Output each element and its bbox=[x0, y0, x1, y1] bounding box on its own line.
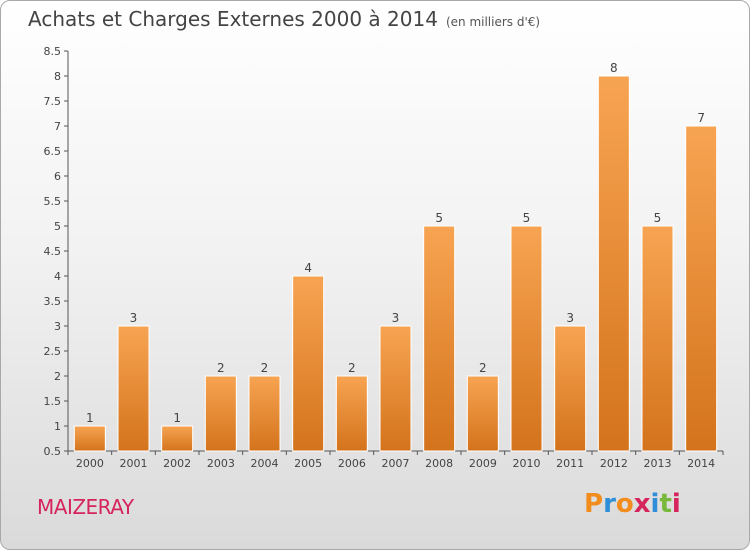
data-label-2012: 8 bbox=[610, 61, 618, 75]
data-label-2005: 4 bbox=[304, 261, 312, 275]
y-tick-label: 2.5 bbox=[44, 345, 62, 358]
y-tick-label: 6.5 bbox=[44, 145, 62, 158]
y-tick-label: 1 bbox=[54, 420, 61, 433]
y-tick-label: 0.5 bbox=[44, 445, 62, 458]
data-label-2002: 1 bbox=[173, 411, 181, 425]
bar-2001 bbox=[117, 325, 150, 452]
brand-letter: i bbox=[650, 489, 660, 519]
bar-2013 bbox=[641, 225, 674, 452]
data-label-2010: 5 bbox=[523, 211, 531, 225]
data-label-2000: 1 bbox=[86, 411, 94, 425]
chart-title-text: Achats et Charges Externes 2000 à 2014 bbox=[28, 7, 438, 31]
x-tick-label-2008: 2008 bbox=[425, 457, 453, 470]
bar-2009 bbox=[466, 375, 499, 452]
x-tick-label-2007: 2007 bbox=[382, 457, 410, 470]
y-tick-label: 3 bbox=[54, 320, 61, 333]
y-tick-label: 8 bbox=[54, 70, 61, 83]
data-label-2009: 2 bbox=[479, 361, 487, 375]
data-label-2006: 2 bbox=[348, 361, 356, 375]
y-tick-label: 4.5 bbox=[44, 245, 62, 258]
brand-letter: t bbox=[659, 489, 672, 519]
data-label-2003: 2 bbox=[217, 361, 225, 375]
y-tick-label: 7.5 bbox=[44, 95, 62, 108]
x-tick-label-2002: 2002 bbox=[163, 457, 191, 470]
y-tick-label: 2 bbox=[54, 370, 61, 383]
data-label-2008: 5 bbox=[435, 211, 443, 225]
data-label-2007: 3 bbox=[392, 311, 400, 325]
x-tick-label-2009: 2009 bbox=[469, 457, 497, 470]
bar-2000 bbox=[73, 425, 106, 452]
data-label-2013: 5 bbox=[654, 211, 662, 225]
bar-2005 bbox=[292, 275, 325, 452]
bar-2003 bbox=[204, 375, 237, 452]
chart-title: Achats et Charges Externes 2000 à 2014 (e… bbox=[28, 7, 540, 31]
x-tick-label-2012: 2012 bbox=[600, 457, 628, 470]
y-tick-label: 6 bbox=[54, 170, 61, 183]
y-tick-label: 5 bbox=[54, 220, 61, 233]
bar-2007 bbox=[379, 325, 412, 452]
bar-2004 bbox=[248, 375, 281, 452]
data-label-2001: 3 bbox=[130, 311, 138, 325]
x-tick-label-2013: 2013 bbox=[644, 457, 672, 470]
bar-2011 bbox=[554, 325, 587, 452]
y-tick-label: 8.5 bbox=[44, 45, 62, 58]
x-tick-label-2011: 2011 bbox=[556, 457, 584, 470]
x-tick-label-2010: 2010 bbox=[513, 457, 541, 470]
bar-2010 bbox=[510, 225, 543, 452]
proxiti-logo: Proxiti bbox=[584, 489, 681, 519]
data-label-2004: 2 bbox=[261, 361, 269, 375]
y-tick-label: 3.5 bbox=[44, 295, 62, 308]
bar-2008 bbox=[423, 225, 456, 452]
y-tick-label: 4 bbox=[54, 270, 61, 283]
data-label-2014: 7 bbox=[697, 111, 705, 125]
commune-name: MAIZERAY bbox=[37, 495, 134, 519]
data-label-2011: 3 bbox=[566, 311, 574, 325]
x-tick-label-2006: 2006 bbox=[338, 457, 366, 470]
x-tick-label-2005: 2005 bbox=[294, 457, 322, 470]
x-tick-label-2003: 2003 bbox=[207, 457, 235, 470]
bar-2012 bbox=[597, 75, 630, 452]
bar-2014 bbox=[685, 125, 718, 452]
chart-unit: (en milliers d'€) bbox=[445, 15, 541, 29]
brand-letter: P bbox=[584, 489, 604, 519]
brand-letter: o bbox=[615, 489, 634, 519]
y-tick-label: 7 bbox=[54, 120, 61, 133]
brand-letter: x bbox=[633, 489, 651, 519]
y-tick-label: 5.5 bbox=[44, 195, 62, 208]
x-tick-label-2000: 2000 bbox=[76, 457, 104, 470]
brand-letter: r bbox=[603, 489, 616, 519]
bar-2006 bbox=[335, 375, 368, 452]
y-tick-label: 1.5 bbox=[44, 395, 62, 408]
x-tick-label-2004: 2004 bbox=[251, 457, 279, 470]
x-tick-label-2001: 2001 bbox=[120, 457, 148, 470]
bar-2002 bbox=[161, 425, 194, 452]
x-tick-label-2014: 2014 bbox=[687, 457, 715, 470]
brand-letter: i bbox=[671, 489, 681, 519]
